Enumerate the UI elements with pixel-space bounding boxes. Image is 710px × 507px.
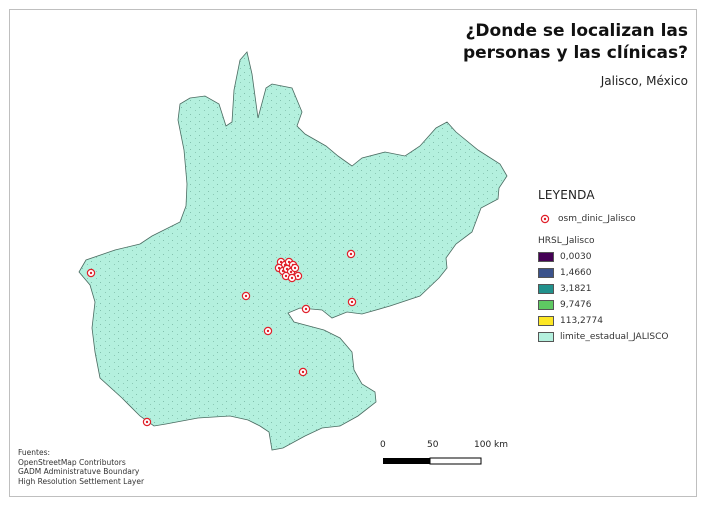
legend-hrsl-class: 3,1821 [538,282,698,296]
legend: LEYENDA osm_dinic_Jalisco HRSL_Jalisco 0… [538,188,698,346]
clinic-marker [298,367,308,377]
legend-clinics: osm_dinic_Jalisco [538,212,698,226]
clinic-points [86,249,357,427]
hrsl-class-swatch [538,284,554,294]
legend-hrsl-label: HRSL_Jalisco [538,236,595,246]
clinic-symbol-icon [538,214,552,224]
map-frame [9,9,697,497]
clinic-marker [347,297,357,307]
clinic-marker [142,417,152,427]
legend-boundary: limite_estadual_JALISCO [538,330,698,344]
clinic-marker [293,271,303,281]
scale-bar: 0 50 100 km [380,440,510,470]
hrsl-class-label: 1,4660 [560,268,592,278]
title-line-2: personas y las clínicas? [462,43,688,63]
hrsl-class-swatch [538,268,554,278]
legend-clinics-label: osm_dinic_Jalisco [558,214,636,224]
hrsl-class-swatch [538,316,554,326]
settlement-raster [79,52,507,450]
boundary-swatch [538,332,554,342]
legend-hrsl-class: 0,0030 [538,250,698,264]
legend-hrsl-class: 1,4660 [538,266,698,280]
scale-label-0: 0 [380,440,386,450]
scale-label-50: 50 [427,440,439,450]
legend-hrsl-class: 113,2774 [538,314,698,328]
legend-title: LEYENDA [538,188,595,202]
scale-bar-graphic [383,457,482,465]
clinic-marker [301,304,311,314]
hrsl-class-label: 3,1821 [560,284,592,294]
legend-boundary-label: limite_estadual_JALISCO [560,332,669,342]
hrsl-class-label: 113,2774 [560,316,603,326]
hrsl-class-swatch [538,300,554,310]
map-subtitle: Jalisco, México [600,74,688,88]
clinic-marker [241,291,251,301]
clinic-marker [287,273,297,283]
scale-label-100: 100 km [474,440,509,450]
source-hrsl: High Resolution Settlement Layer [18,476,145,486]
source-osm: OpenStreetMap Contributors [18,457,126,467]
hrsl-class-label: 9,7476 [560,300,592,310]
map-title: ¿Donde se localizan las personas y las c… [428,20,688,64]
hrsl-class-label: 0,0030 [560,252,592,262]
clinic-marker [263,326,273,336]
clinic-marker [346,249,356,259]
title-line-1: ¿Donde se localizan las [465,21,688,41]
clinic-marker [290,263,300,273]
sources-block: Fuentes: OpenStreetMap Contributors GADM… [18,448,144,486]
legend-hrsl-classes: 0,0030 1,4660 3,1821 9,7476 113,2774 [538,250,698,328]
sources-heading: Fuentes: [18,448,51,457]
source-gadm: GADM Administratuve Boundary [18,467,140,476]
legend-hrsl-class: 9,7476 [538,298,698,312]
hrsl-class-swatch [538,252,554,262]
clinic-marker [86,268,96,278]
